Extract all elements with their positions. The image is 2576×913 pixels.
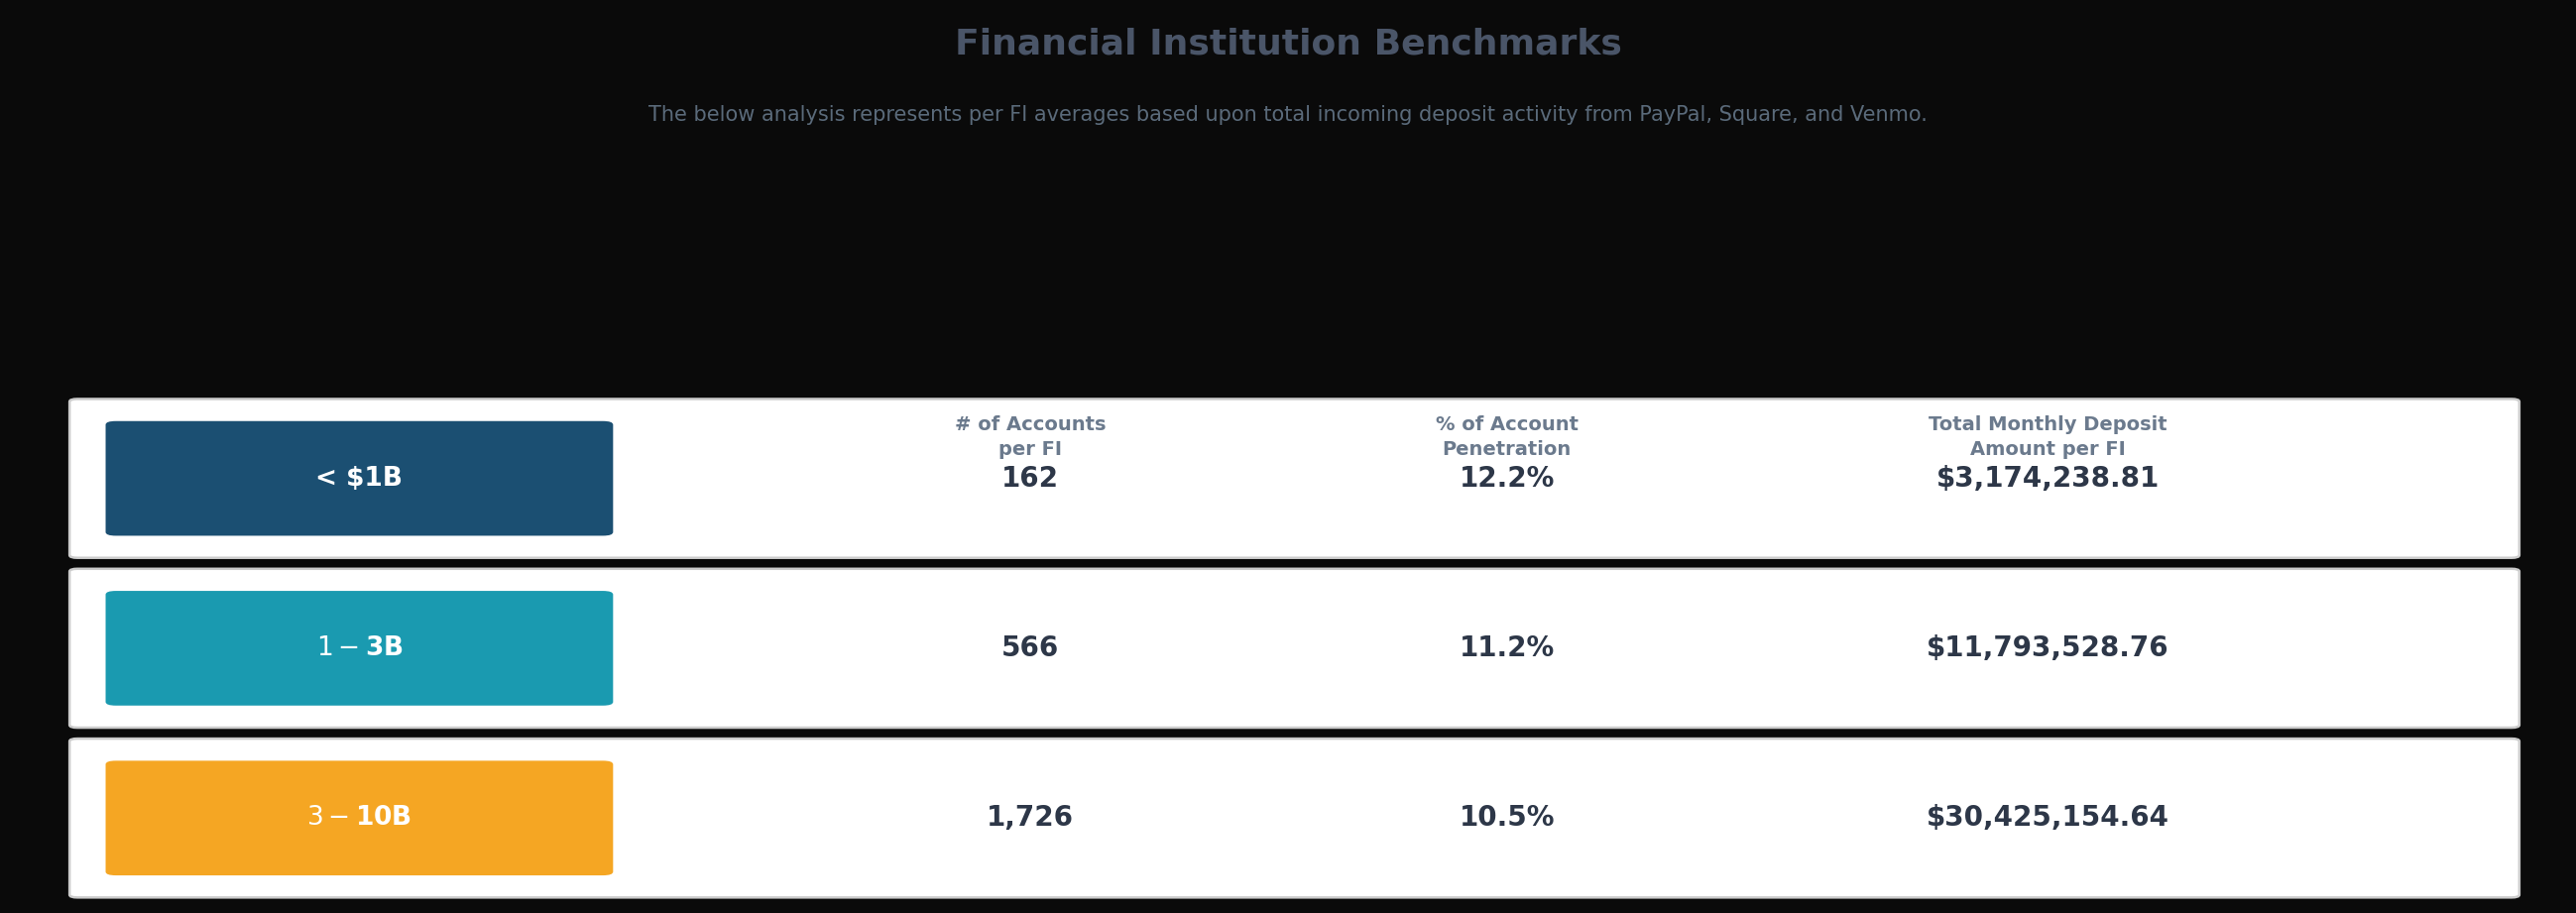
Text: % of Account
Penetration: % of Account Penetration <box>1435 415 1579 459</box>
Text: 162: 162 <box>1002 465 1059 492</box>
Text: 12.2%: 12.2% <box>1458 465 1556 492</box>
Text: $3,174,238.81: $3,174,238.81 <box>1937 465 2159 492</box>
FancyBboxPatch shape <box>70 569 2519 728</box>
Text: The below analysis represents per FI averages based upon total incoming deposit : The below analysis represents per FI ave… <box>649 105 1927 125</box>
Text: 11.2%: 11.2% <box>1458 635 1556 662</box>
FancyBboxPatch shape <box>106 761 613 876</box>
Text: 1,726: 1,726 <box>987 804 1074 832</box>
Text: $11,793,528.76: $11,793,528.76 <box>1927 635 2169 662</box>
FancyBboxPatch shape <box>70 399 2519 558</box>
Text: 10.5%: 10.5% <box>1458 804 1556 832</box>
FancyBboxPatch shape <box>70 739 2519 897</box>
Text: # of Accounts
per FI: # of Accounts per FI <box>956 415 1105 459</box>
Text: Asset Range: Asset Range <box>332 443 466 461</box>
Text: $3 - $10B: $3 - $10B <box>307 805 412 831</box>
FancyBboxPatch shape <box>106 421 613 536</box>
FancyBboxPatch shape <box>106 591 613 706</box>
Text: Total Monthly Deposit
Amount per FI: Total Monthly Deposit Amount per FI <box>1929 415 2166 459</box>
Text: $30,425,154.64: $30,425,154.64 <box>1927 804 2169 832</box>
Text: < $1B: < $1B <box>317 466 402 491</box>
Text: 566: 566 <box>1002 635 1059 662</box>
Text: Financial Institution Benchmarks: Financial Institution Benchmarks <box>956 27 1620 61</box>
Text: $1 - $3B: $1 - $3B <box>317 635 402 661</box>
